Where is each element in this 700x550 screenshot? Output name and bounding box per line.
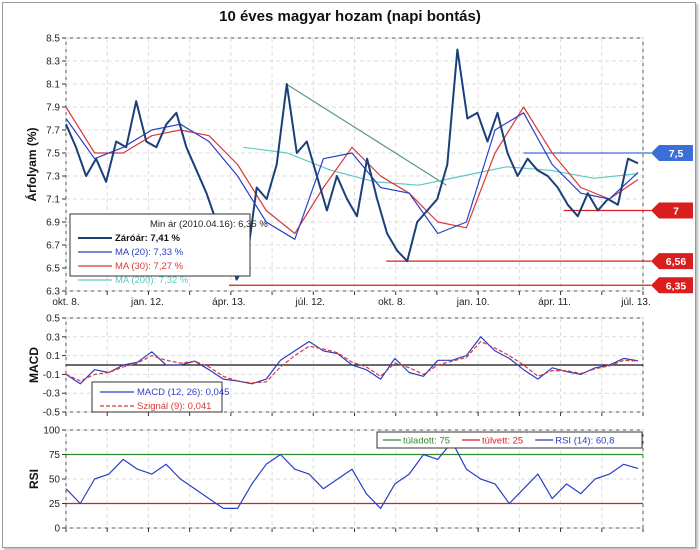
chart-title: 10 éves magyar hozam (napi bontás)	[219, 8, 481, 25]
y-tick-label: 100	[43, 426, 60, 437]
series-line-1	[65, 340, 639, 384]
legend-entry: MA (20): 7,33 %	[115, 247, 184, 258]
level-marker-shape	[651, 253, 693, 270]
level-marker-label: 7	[673, 206, 679, 218]
y-tick-label: 0.5	[46, 314, 60, 325]
y-tick-label: 7.1	[46, 195, 60, 206]
y-tick-label: 7.7	[46, 126, 60, 137]
y-tick-label: 6.3	[46, 287, 60, 298]
legend-entry: túlvett: 25	[482, 436, 523, 447]
y-tick-label: 8.3	[46, 57, 60, 68]
x-tick-label: júl. 12.	[295, 297, 325, 308]
legend-entry: Záróár: 7,41 %	[115, 233, 180, 244]
main-legend: Min ár (2010.04.16): 6,35 % Záróár: 7,41 …	[69, 213, 268, 286]
legend-note: Min ár (2010.04.16): 6,35 %	[150, 219, 268, 230]
x-tick-label: okt. 8.	[52, 297, 79, 308]
rsi-legend-box	[376, 431, 643, 449]
level-marker-shape	[651, 277, 693, 294]
y-tick-label: 8.5	[46, 34, 60, 45]
legend-entry: RSI (14): 60,8	[555, 436, 614, 447]
x-tick-label: ápr. 13.	[212, 297, 245, 308]
level-marker: 7,5	[651, 145, 693, 161]
y-tick-label: 6.9	[46, 218, 60, 229]
series-line-2	[65, 441, 639, 509]
series-line-0	[65, 336, 639, 385]
x-tick-label: júl. 13.	[620, 297, 650, 308]
legend-entry: MACD (12, 26): 0,045	[137, 387, 229, 398]
y-tick-label: -0.5	[43, 408, 61, 419]
series-line-1	[65, 112, 639, 240]
y-tick-label: 0.1	[46, 351, 60, 362]
x-tick-label: jan. 12.	[130, 297, 164, 308]
y-tick-label: 25	[49, 499, 61, 510]
y-tick-label: 7.3	[46, 172, 60, 183]
y-tick-label: 50	[49, 475, 61, 486]
y-axis-label: MACD	[27, 347, 41, 383]
macd-legend-box	[91, 381, 223, 413]
y-tick-label: 0.3	[46, 332, 60, 343]
y-tick-label: 7.9	[46, 103, 60, 114]
legend-entry: MA (200): 7,32 %	[115, 275, 189, 286]
level-marker: 6,56	[651, 253, 693, 270]
macd-legend: MACD (12, 26): 0,045 Szignál (9): 0,041	[91, 381, 229, 413]
y-axis-label: RSI	[27, 469, 41, 489]
y-tick-label: 7.5	[46, 149, 60, 160]
legend-entry: túladott: 75	[403, 436, 450, 447]
level-marker: 7	[651, 202, 693, 219]
y-tick-label: 6.5	[46, 264, 60, 275]
x-tick-label: ápr. 11.	[538, 297, 571, 308]
level-marker-shape	[651, 202, 693, 219]
y-tick-label: 0	[54, 524, 60, 535]
series-line-3	[243, 146, 639, 186]
level-marker-label: 6,35	[666, 280, 687, 292]
y-tick-label: 6.7	[46, 241, 60, 252]
level-marker-label: 7,5	[669, 148, 684, 160]
legend-entry: MA (30): 7,27 %	[115, 261, 184, 272]
y-tick-label: -0.3	[43, 389, 61, 400]
legend-entry: Szignál (9): 0,041	[137, 401, 211, 412]
level-marker-label: 6,56	[666, 256, 687, 268]
y-tick-label: 8.1	[46, 80, 60, 91]
series-line-0	[65, 48, 639, 281]
level-marker: 6,35	[651, 277, 693, 294]
rsi-legend: túladott: 75 túlvett: 25 RSI (14): 60,8	[376, 431, 643, 449]
y-tick-label: 75	[49, 450, 61, 461]
y-tick-label: -0.1	[43, 370, 61, 381]
x-tick-label: okt. 8.	[378, 297, 405, 308]
trend-line	[285, 83, 447, 186]
x-tick-label: jan. 10.	[456, 297, 490, 308]
y-axis-label: Árfolyam (%)	[24, 127, 39, 201]
level-marker-shape	[651, 145, 693, 161]
